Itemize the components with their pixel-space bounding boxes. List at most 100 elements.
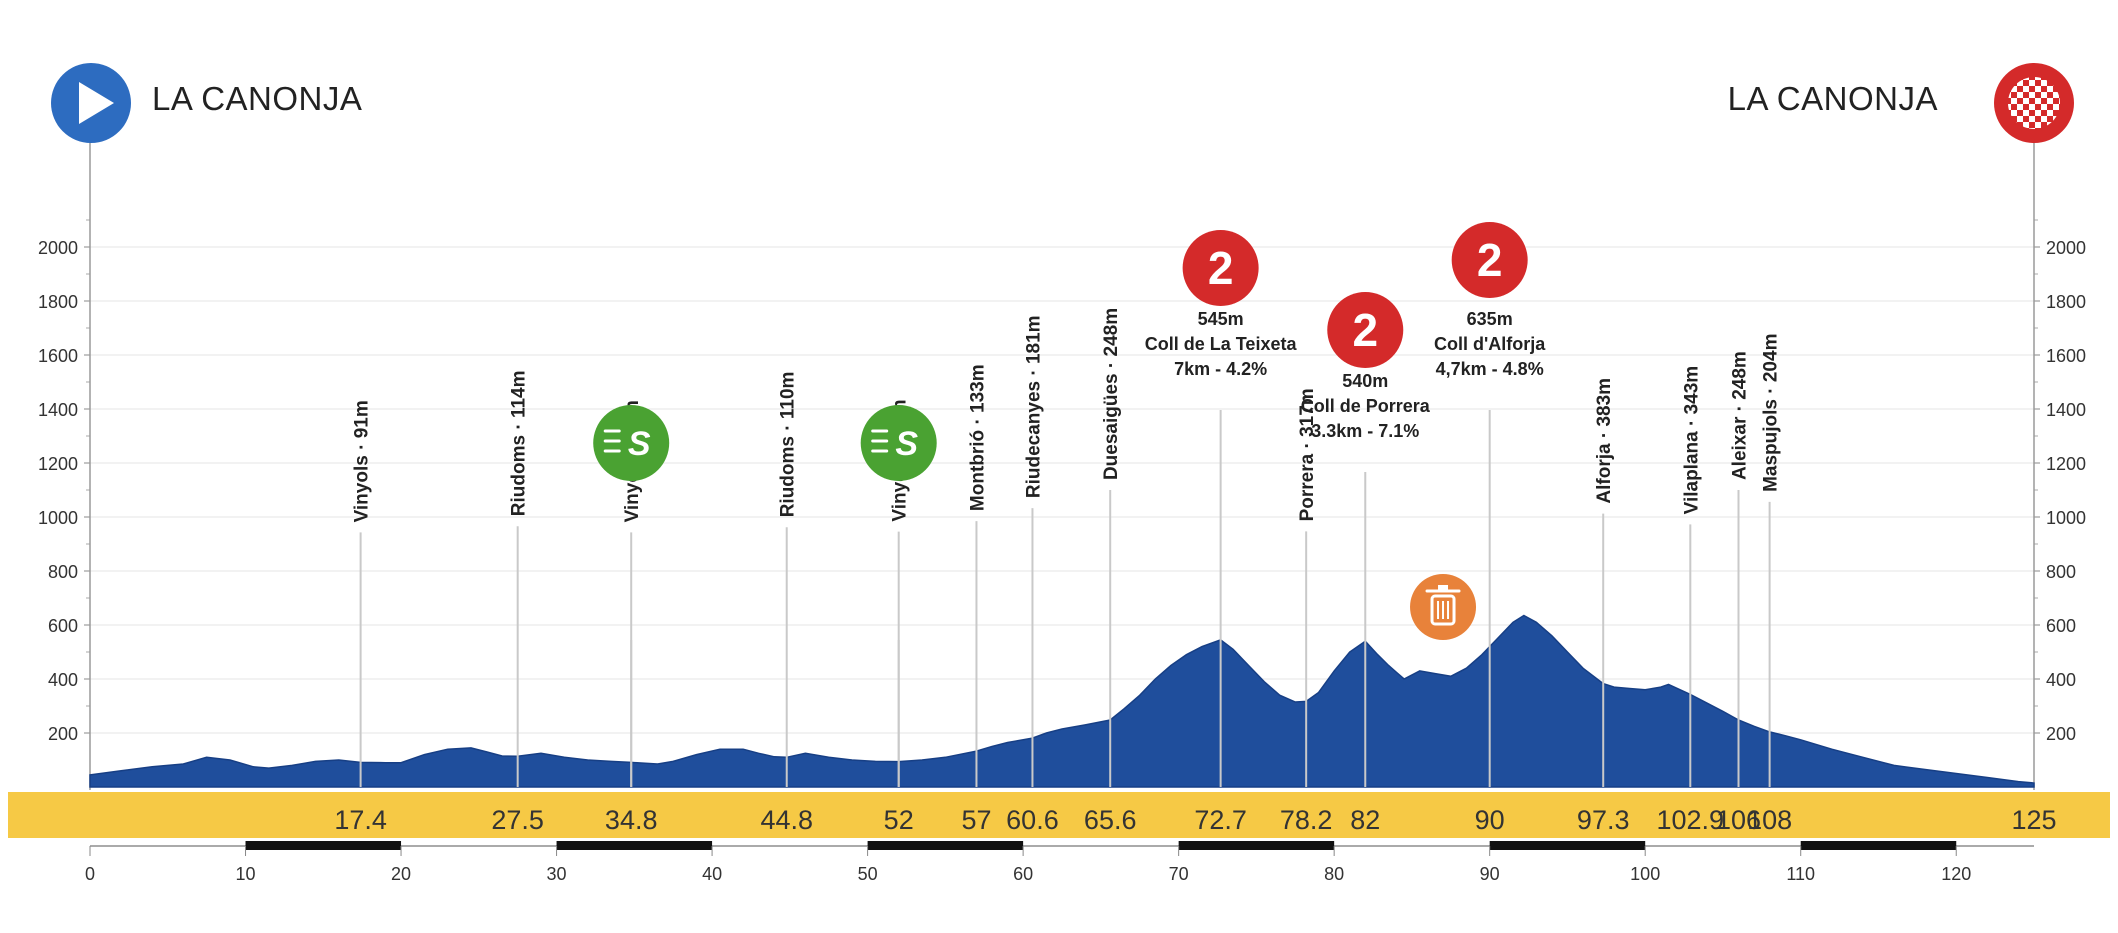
kom-badge: 2: [1327, 292, 1404, 368]
kom-badge: 2: [1451, 222, 1528, 298]
y-tick-label-left: 1800: [38, 292, 78, 312]
y-tick-label-left: 2000: [38, 238, 78, 258]
x-tick-label: 10: [236, 864, 256, 884]
y-tick-label-left: 1000: [38, 508, 78, 528]
sprint-icon: S: [860, 405, 937, 481]
km-band-label: 125: [2011, 805, 2056, 835]
climb-label: Coll de La Teixeta: [1145, 334, 1298, 354]
km-band-label: 72.7: [1194, 805, 1247, 835]
y-tick-label-right: 800: [2046, 562, 2076, 582]
waypoint-label: Riudecanyes · 181m: [1023, 315, 1044, 498]
km-band-label: 82: [1350, 805, 1380, 835]
x-axis-layer: 0 10 20 30 40 50 60 70 80 90 100 110 120: [85, 841, 2034, 884]
x-tick-label: 80: [1324, 864, 1344, 884]
waypoint-label: Aleixar · 248m: [1730, 351, 1751, 480]
kom-badge-circle: [1451, 222, 1528, 298]
sprint-badge-letter: S: [628, 425, 651, 463]
sprint-icon: S: [593, 405, 670, 481]
kom-category: 2: [1208, 242, 1234, 294]
x-tick-label: 0: [85, 864, 95, 884]
kom-badge-circle: [1182, 230, 1259, 306]
x-tick-label: 60: [1013, 864, 1033, 884]
km-band-label: 65.6: [1084, 805, 1137, 835]
y-tick-label-right: 200: [2046, 724, 2076, 744]
x-axis-segment: [245, 841, 402, 850]
kom-category: 2: [1477, 234, 1503, 286]
x-tick-label: 90: [1480, 864, 1500, 884]
trash-icon: [1410, 574, 1477, 640]
climb-label: 7km - 4.2%: [1174, 359, 1267, 379]
km-band-layer: 17.4 27.5 34.8 44.8 52 57 60.6 65.6 72.7 78.2 82 90…: [8, 792, 2110, 838]
waypoint-label: Maspujols · 204m: [1761, 334, 1782, 492]
sprint-badge-letter: S: [895, 425, 918, 463]
kom-badge: 2: [1182, 230, 1259, 306]
waypoint-label: Vilaplana · 343m: [1681, 366, 1702, 515]
trash-bin-body: [1430, 594, 1456, 626]
x-tick-label: 30: [547, 864, 567, 884]
grid-lines: [90, 246, 2034, 734]
finish-town-label: LA CANONJA: [1727, 80, 1938, 117]
y-tick-label-right: 1600: [2046, 346, 2086, 366]
km-band-label: 106: [1716, 805, 1761, 835]
y-tick-label-right: 600: [2046, 616, 2076, 636]
waypoint-label: Riudoms · 110m: [778, 372, 799, 518]
climb-label: 4,7km - 4.8%: [1436, 359, 1544, 379]
start-play-icon: [51, 63, 131, 143]
x-axis-segment: [556, 841, 713, 850]
waypoint-label: Alforja · 383m: [1594, 378, 1615, 504]
climb-label: 635m: [1467, 309, 1513, 329]
x-axis-segment: [1489, 841, 1646, 850]
x-tick-label: 110: [1786, 864, 1815, 884]
km-band-label: 60.6: [1006, 805, 1059, 835]
y-tick-label-right: 1400: [2046, 400, 2086, 420]
x-axis-segment: [867, 841, 1024, 850]
climb-label: 545m: [1198, 309, 1244, 329]
y-tick-label-right: 1200: [2046, 454, 2086, 474]
km-band-label: 57: [961, 805, 991, 835]
x-tick-label: 100: [1630, 864, 1660, 884]
y-tick-label-right: 400: [2046, 670, 2076, 690]
km-band-label: 17.4: [334, 805, 387, 835]
km-band-label: 102.9: [1657, 805, 1725, 835]
sprint-badge-circle: [593, 405, 670, 481]
x-tick-label: 70: [1169, 864, 1189, 884]
finish-checkered-flag-icon: [1994, 63, 2074, 143]
y-tick-label-left: 800: [48, 562, 78, 582]
km-band-label: 34.8: [605, 805, 658, 835]
km-band-label: 27.5: [491, 805, 544, 835]
climb-label: 540m: [1342, 371, 1388, 391]
km-band-label: 97.3: [1577, 805, 1630, 835]
waypoint-label: Porrera · 317m: [1297, 388, 1318, 521]
badge-layer: S S 2 545m Coll de La Teixeta 7km - 4.2% 2 540m…: [593, 222, 1546, 640]
y-tick-label-left: 400: [48, 670, 78, 690]
km-band-label: 52: [884, 805, 914, 835]
km-band: [8, 792, 2110, 838]
y-tick-label-left: 600: [48, 616, 78, 636]
x-tick-label: 50: [858, 864, 878, 884]
y-tick-label-left: 1400: [38, 400, 78, 420]
climb-label: Coll de Porrera: [1301, 396, 1431, 416]
climb-label: 3.3km - 7.1%: [1311, 421, 1419, 441]
waypoint-label: Duesaigües · 248m: [1101, 308, 1122, 480]
y-tick-label-right: 2000: [2046, 238, 2086, 258]
profile-layer: [89, 614, 2035, 788]
waypoint-label: Riudoms · 114m: [509, 371, 530, 517]
y-tick-label-left: 200: [48, 724, 78, 744]
kom-badge-circle: [1327, 292, 1404, 368]
y-tick-label-right: 1800: [2046, 292, 2086, 312]
waypoint-label: Vinyols · 91m: [352, 400, 373, 522]
km-band-label: 108: [1747, 805, 1792, 835]
climb-label: Coll d'Alforja: [1434, 334, 1546, 354]
waypoint-label: Montbrió · 133m: [967, 364, 988, 511]
y-tick-label-right: 1000: [2046, 508, 2086, 528]
y-tick-label-left: 1600: [38, 346, 78, 366]
x-axis-segment: [1800, 841, 1957, 850]
x-axis-segment: [1178, 841, 1335, 850]
km-band-label: 78.2: [1280, 805, 1333, 835]
x-tick-label: 120: [1941, 864, 1971, 884]
sprint-badge-circle: [860, 405, 937, 481]
km-band-label: 44.8: [760, 805, 813, 835]
kom-category: 2: [1352, 304, 1378, 356]
